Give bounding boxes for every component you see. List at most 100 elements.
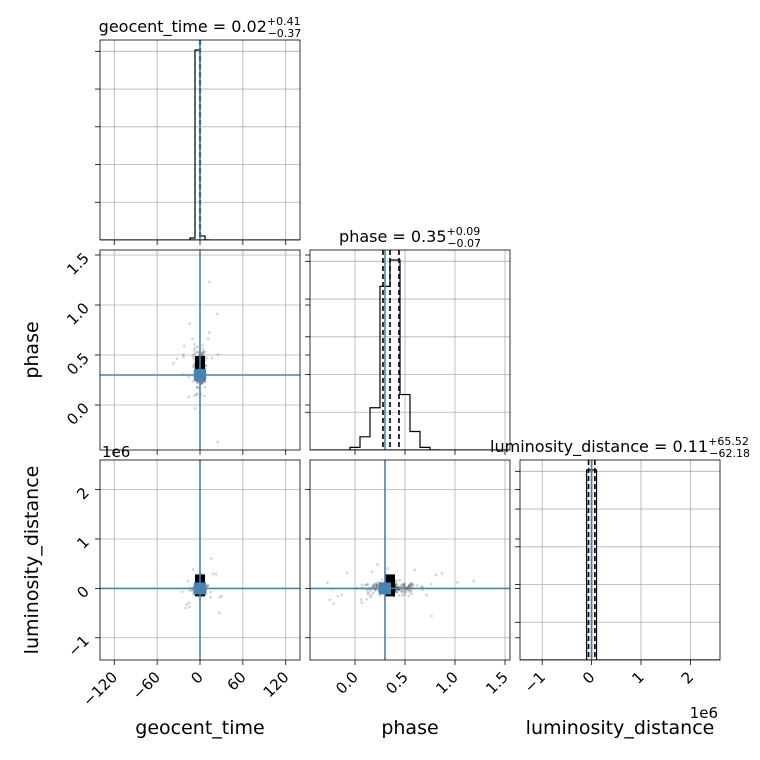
- scatter-point: [196, 345, 200, 348]
- scatter-point: [366, 583, 370, 586]
- scatter-point: [191, 589, 195, 593]
- y-tick-label: −1: [64, 632, 92, 660]
- scatter-point: [421, 588, 425, 592]
- scatter-point: [206, 584, 209, 588]
- scatter-point: [203, 380, 207, 384]
- panel-plot-area: [100, 250, 300, 450]
- scatter-point: [203, 394, 206, 398]
- diag-title-geocent_time: geocent_time = 0.02+0.41 −0.37: [99, 15, 302, 40]
- y-tick-label: 0.5: [63, 349, 93, 379]
- scatter-point: [214, 572, 218, 576]
- scatter-point: [193, 351, 197, 355]
- scatter-point: [336, 594, 340, 598]
- title-minus: −0.07: [447, 237, 481, 250]
- scatter-point: [328, 598, 332, 602]
- title-plus: +0.41: [267, 15, 301, 28]
- scatter-point: [187, 395, 191, 399]
- scatter-point: [210, 356, 214, 360]
- scatter-point: [409, 588, 413, 592]
- scatter-point: [190, 337, 194, 341]
- title-minus: −0.37: [268, 27, 302, 40]
- histogram-bar: [360, 437, 370, 450]
- scatter-point: [415, 583, 419, 587]
- panel-luminosity_distance-luminosity_distance: luminosity_distance = 0.11+65.52 −62.18 −1…: [490, 435, 750, 696]
- scatter-point: [394, 583, 398, 587]
- scatter-point: [409, 582, 413, 586]
- scatter-point: [360, 583, 364, 587]
- scatter-point: [365, 583, 369, 587]
- scatter-point: [403, 589, 407, 593]
- scatter-point: [372, 582, 376, 586]
- scatter-point: [216, 352, 220, 356]
- panel-plot-area: [100, 40, 300, 240]
- scatter-point: [192, 357, 196, 361]
- scatter-point: [201, 381, 204, 384]
- title-value: luminosity_distance = 0.11: [490, 437, 708, 457]
- scatter-point: [408, 590, 412, 594]
- scatter-point: [188, 589, 192, 593]
- x-tick-label: 60: [223, 668, 249, 694]
- scatter-point: [408, 588, 412, 592]
- scatter-point: [402, 584, 406, 588]
- scatter-point: [410, 584, 414, 587]
- scatter-point: [200, 351, 204, 355]
- scatter-point: [209, 590, 212, 594]
- scatter-point: [371, 585, 375, 589]
- x-tick-label: 120: [260, 668, 293, 701]
- histogram-bar: [370, 408, 380, 450]
- scatter-point: [175, 357, 179, 361]
- scatter-point: [186, 579, 190, 583]
- scatter-point: [201, 343, 204, 347]
- scatter-point: [386, 567, 390, 570]
- truth-marker: [379, 582, 391, 595]
- scatter-point: [194, 350, 198, 354]
- scatter-point: [376, 583, 379, 587]
- panel-plot-area: [310, 250, 510, 450]
- scatter-point: [360, 601, 364, 605]
- scatter-point: [206, 337, 210, 341]
- y-tick-label: 1: [73, 533, 92, 552]
- scatter-point: [340, 593, 343, 597]
- y-tick-label: 1.0: [63, 299, 93, 329]
- scatter-point: [191, 355, 195, 359]
- x-tick-label: 1.0: [432, 668, 462, 698]
- truth-marker: [194, 582, 206, 595]
- scatter-point: [397, 594, 401, 597]
- x-axis-label-geocent_time: geocent_time: [135, 717, 264, 739]
- title-plus: +65.52: [708, 435, 749, 448]
- scatter-point: [195, 393, 199, 397]
- x-tick-label: 0: [187, 668, 206, 687]
- scatter-point: [195, 386, 199, 389]
- scatter-point: [400, 583, 404, 586]
- scatter-point: [402, 582, 406, 586]
- x-tick-label: −1: [521, 668, 549, 696]
- scatter-point: [399, 589, 403, 592]
- scatter-point: [191, 379, 195, 383]
- y-tick-label: 0.0: [63, 399, 93, 429]
- scatter-point: [196, 350, 200, 354]
- y-axis-label-phase: phase: [21, 321, 43, 378]
- scatter-point: [332, 602, 336, 606]
- histogram-outline: [349, 259, 440, 450]
- scatter-point: [399, 584, 403, 587]
- scatter-point: [216, 440, 220, 444]
- scatter-point: [204, 364, 208, 368]
- scatter-point: [200, 382, 204, 386]
- scatter-point: [369, 588, 373, 592]
- scatter-point: [206, 584, 210, 587]
- scatter-point: [374, 585, 378, 588]
- scatter-point: [192, 342, 196, 346]
- scatter-point: [208, 280, 211, 284]
- scatter-point: [209, 595, 212, 599]
- scatter-point: [203, 350, 206, 354]
- scatter-point: [326, 581, 329, 585]
- histogram-bar: [410, 432, 420, 450]
- x-tick-label: 0.0: [332, 668, 362, 698]
- x-axis-label-phase: phase: [381, 717, 438, 739]
- scatter-point: [410, 592, 414, 596]
- y-offset-label: 1e6: [102, 443, 130, 461]
- scatter-point: [193, 406, 197, 410]
- scatter-point: [182, 344, 186, 348]
- scatter-point: [402, 593, 406, 596]
